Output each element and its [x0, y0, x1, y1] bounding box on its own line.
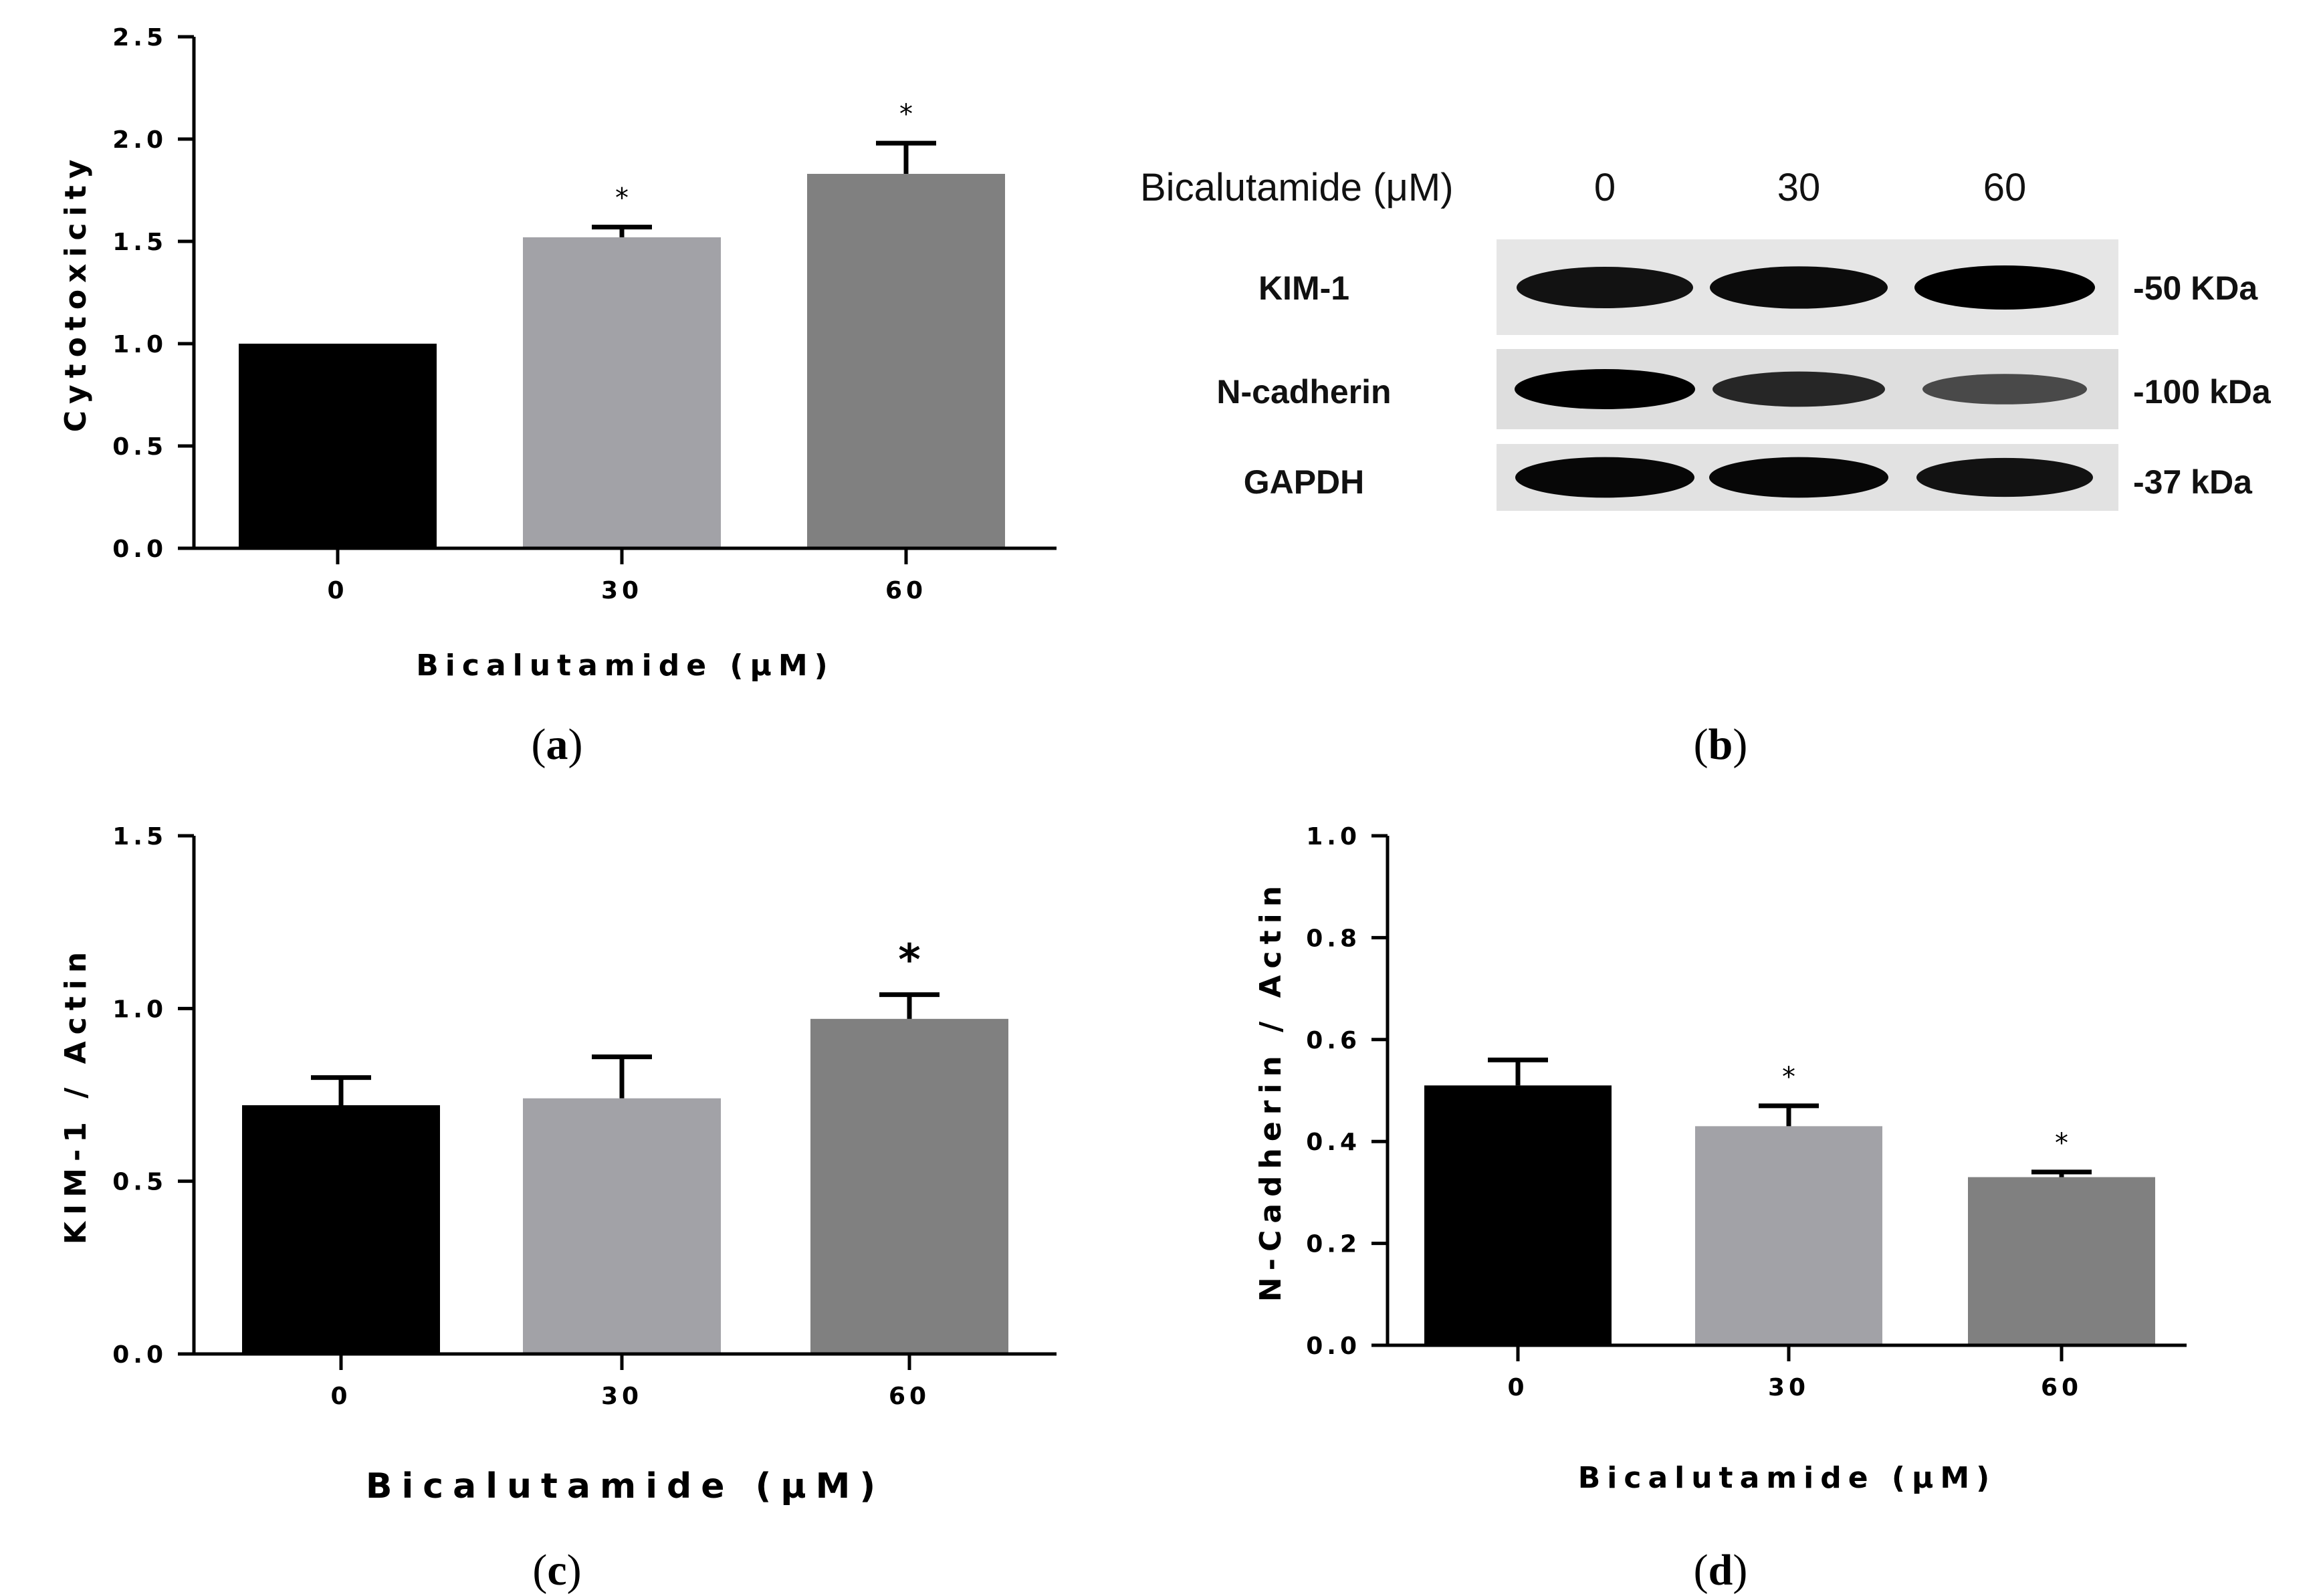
bar-30	[523, 1098, 721, 1354]
x-tick-label: 30	[601, 577, 643, 604]
blot-size-kim1: -50 KDa	[2133, 269, 2258, 307]
blot-lane-label-0: 0	[1594, 166, 1616, 209]
y-axis-label: KIM-1 / Actin	[59, 945, 93, 1244]
y-axis-label: N-Cadherin / Actin	[1254, 879, 1288, 1302]
significance-marker-60: *	[2055, 1128, 2068, 1159]
y-tick-label: 0.2	[1306, 1231, 1361, 1258]
panel-label-c: (c)	[532, 1546, 581, 1595]
blot-lane-label-60: 60	[1983, 166, 2027, 209]
x-tick-label: 0	[327, 577, 348, 604]
bar-30	[1695, 1126, 1882, 1345]
blot-band-kim-1-0	[1517, 266, 1693, 309]
blot-band-gapdh-30	[1709, 457, 1888, 498]
significance-marker-60: *	[899, 99, 913, 130]
y-tick-label: 0.0	[112, 1341, 167, 1369]
bar-0	[239, 344, 437, 548]
y-tick-label: 1.5	[112, 823, 167, 850]
x-axis-label: Bicalutamide (μM)	[1578, 1461, 1997, 1495]
bar-60	[810, 1018, 1008, 1354]
y-tick-label: 0.8	[1306, 925, 1361, 952]
blot-header-label: Bicalutamide (μM)	[1140, 166, 1454, 209]
x-tick-label: 0	[1507, 1374, 1528, 1401]
y-tick-label: 2.5	[112, 24, 167, 51]
blot-band-gapdh-60	[1916, 457, 2093, 497]
chart-a: * * 0.0 0.5 1.0 1.5 2.0 2.5 0 30 60 Bicalutamide (μ…	[59, 24, 1057, 769]
y-tick-label: 0.0	[1306, 1333, 1361, 1360]
x-tick-label: 60	[889, 1383, 930, 1410]
blot-band-kim-1-60	[1914, 265, 2095, 310]
x-tick-label: 60	[2041, 1374, 2082, 1401]
panel-label-d: (d)	[1694, 1546, 1748, 1595]
y-tick-label: 1.0	[112, 331, 167, 358]
y-tick-label: 0.4	[1306, 1129, 1361, 1156]
blot-band-n-cadherin-0	[1515, 369, 1695, 409]
significance-marker-30: *	[1782, 1062, 1795, 1093]
y-tick-label: 1.5	[112, 229, 167, 256]
panel-label-a: (a)	[532, 720, 583, 769]
y-axis-label: Cytotoxicity	[59, 153, 93, 433]
y-tick-label: 2.0	[112, 126, 167, 154]
y-tick-label: 0.6	[1306, 1027, 1361, 1054]
significance-marker-60: *	[898, 936, 920, 986]
x-axis-label: Bicalutamide (μM)	[366, 1466, 885, 1506]
chart-c: * 0.0 0.5 1.0 1.5 0 30 60 Bicalutamide (μM) KIM-1…	[59, 823, 1057, 1595]
blot-band-kim-1-30	[1710, 266, 1888, 309]
bar-0	[242, 1105, 440, 1354]
blot-band-n-cadherin-30	[1713, 371, 1885, 407]
x-tick-label: 30	[601, 1383, 643, 1410]
blot-row-label-ncadherin: N-cadherin	[1216, 373, 1391, 411]
x-axis-label: Bicalutamide (μM)	[416, 649, 835, 683]
blot-row-label-kim1: KIM-1	[1258, 269, 1349, 307]
blot-lane-label-30: 30	[1777, 166, 1821, 209]
bar-30	[523, 237, 721, 548]
chart-d: * * 0.0 0.2 0.4 0.6 0.8 1.0 0 30 60 Bicalutamide (μ…	[1254, 823, 2187, 1595]
significance-marker-30: *	[615, 183, 629, 214]
x-tick-label: 0	[330, 1383, 351, 1410]
blot-size-ncadherin: -100 kDa	[2133, 373, 2272, 411]
y-tick-label: 0.5	[112, 433, 167, 461]
bar-0	[1424, 1085, 1612, 1345]
y-tick-label: 1.0	[1306, 823, 1361, 850]
bar-60	[1968, 1177, 2155, 1345]
blot-size-gapdh: -37 kDa	[2133, 463, 2253, 501]
bar-60	[807, 174, 1005, 548]
panel-label-b: (b)	[1694, 720, 1748, 769]
x-tick-label: 30	[1768, 1374, 1809, 1401]
blot-band-gapdh-0	[1515, 457, 1694, 498]
y-tick-label: 0.5	[112, 1169, 167, 1196]
blot-band-n-cadherin-60	[1922, 374, 2087, 405]
western-blot-panel: Bicalutamide (μM) 0 30 60 KIM-1 N-cadher…	[1140, 166, 2272, 769]
y-tick-label: 0.0	[112, 536, 167, 563]
blot-row-label-gapdh: GAPDH	[1244, 463, 1365, 501]
x-tick-label: 60	[885, 577, 927, 604]
y-tick-label: 1.0	[112, 996, 167, 1023]
